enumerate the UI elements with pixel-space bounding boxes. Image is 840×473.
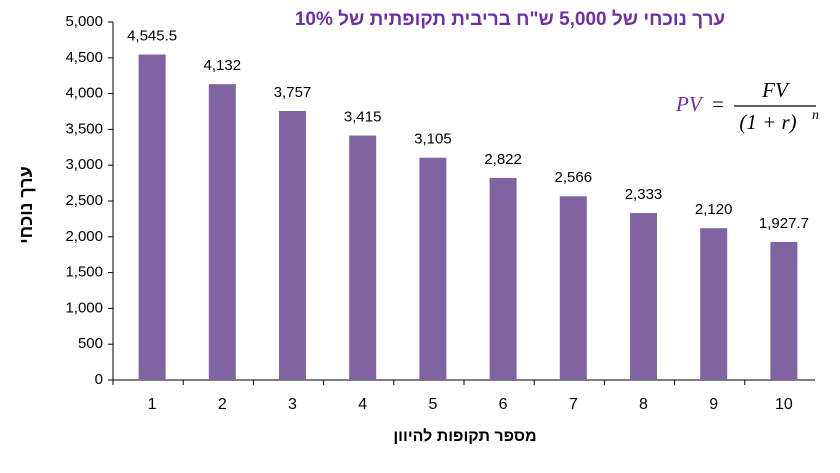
formula-numerator: FV xyxy=(761,78,790,102)
bar xyxy=(489,177,517,380)
value-label: 2,566 xyxy=(555,169,593,186)
x-tick-label: 2 xyxy=(218,396,227,413)
x-tick-label: 8 xyxy=(639,396,648,413)
y-tick-label: 0 xyxy=(95,371,103,388)
x-tick-label: 4 xyxy=(358,396,367,413)
x-tick-label: 9 xyxy=(709,396,718,413)
bar xyxy=(138,54,166,380)
y-tick-label: 1,500 xyxy=(65,264,103,281)
formula-exponent: n xyxy=(812,108,819,123)
x-tick-label: 10 xyxy=(775,396,793,413)
y-tick-label: 4,000 xyxy=(65,85,103,102)
bar xyxy=(349,135,377,380)
bar xyxy=(700,228,728,380)
formula: PV = FV (1 + r) n xyxy=(675,78,819,134)
value-label: 1,927.7 xyxy=(759,215,809,232)
value-label: 3,105 xyxy=(414,131,452,148)
x-tick-label: 7 xyxy=(569,396,578,413)
chart-title: ערך נוכחי של 5,000 ש"ח בריבית תקופתית של… xyxy=(295,9,725,30)
value-label: 3,757 xyxy=(274,84,312,101)
y-tick-label: 5,000 xyxy=(65,13,103,30)
x-tick-label: 3 xyxy=(288,396,297,413)
value-label: 4,132 xyxy=(204,57,242,74)
y-tick-label: 3,000 xyxy=(65,156,103,173)
y-tick-label: 500 xyxy=(78,335,103,352)
bar xyxy=(630,212,657,380)
value-label: 2,822 xyxy=(484,151,522,168)
bar xyxy=(208,84,236,380)
formula-equals: = xyxy=(712,92,724,116)
formula-lhs: PV xyxy=(675,92,704,116)
formula-denominator: (1 + r) xyxy=(739,110,796,134)
value-label: 4,545.5 xyxy=(127,28,177,45)
y-tick-label: 3,500 xyxy=(65,120,103,137)
x-axis-title: מספר תקופות להיוון xyxy=(393,427,536,445)
y-tick-label: 2,000 xyxy=(65,228,103,245)
x-tick-label: 5 xyxy=(428,396,437,413)
y-axis-title: ערך נוכחי xyxy=(16,166,36,244)
value-label: 2,120 xyxy=(695,201,733,218)
x-tick-label: 1 xyxy=(148,396,157,413)
value-label: 2,333 xyxy=(625,186,663,203)
y-tick-label: 1,000 xyxy=(65,299,103,316)
y-tick-label: 2,500 xyxy=(65,192,103,209)
y-tick-label: 4,500 xyxy=(65,49,103,66)
value-label: 3,415 xyxy=(344,108,382,125)
x-tick-label: 6 xyxy=(499,396,508,413)
bar xyxy=(419,157,447,380)
bar xyxy=(770,241,798,380)
bar xyxy=(279,110,306,380)
bar xyxy=(559,196,587,380)
